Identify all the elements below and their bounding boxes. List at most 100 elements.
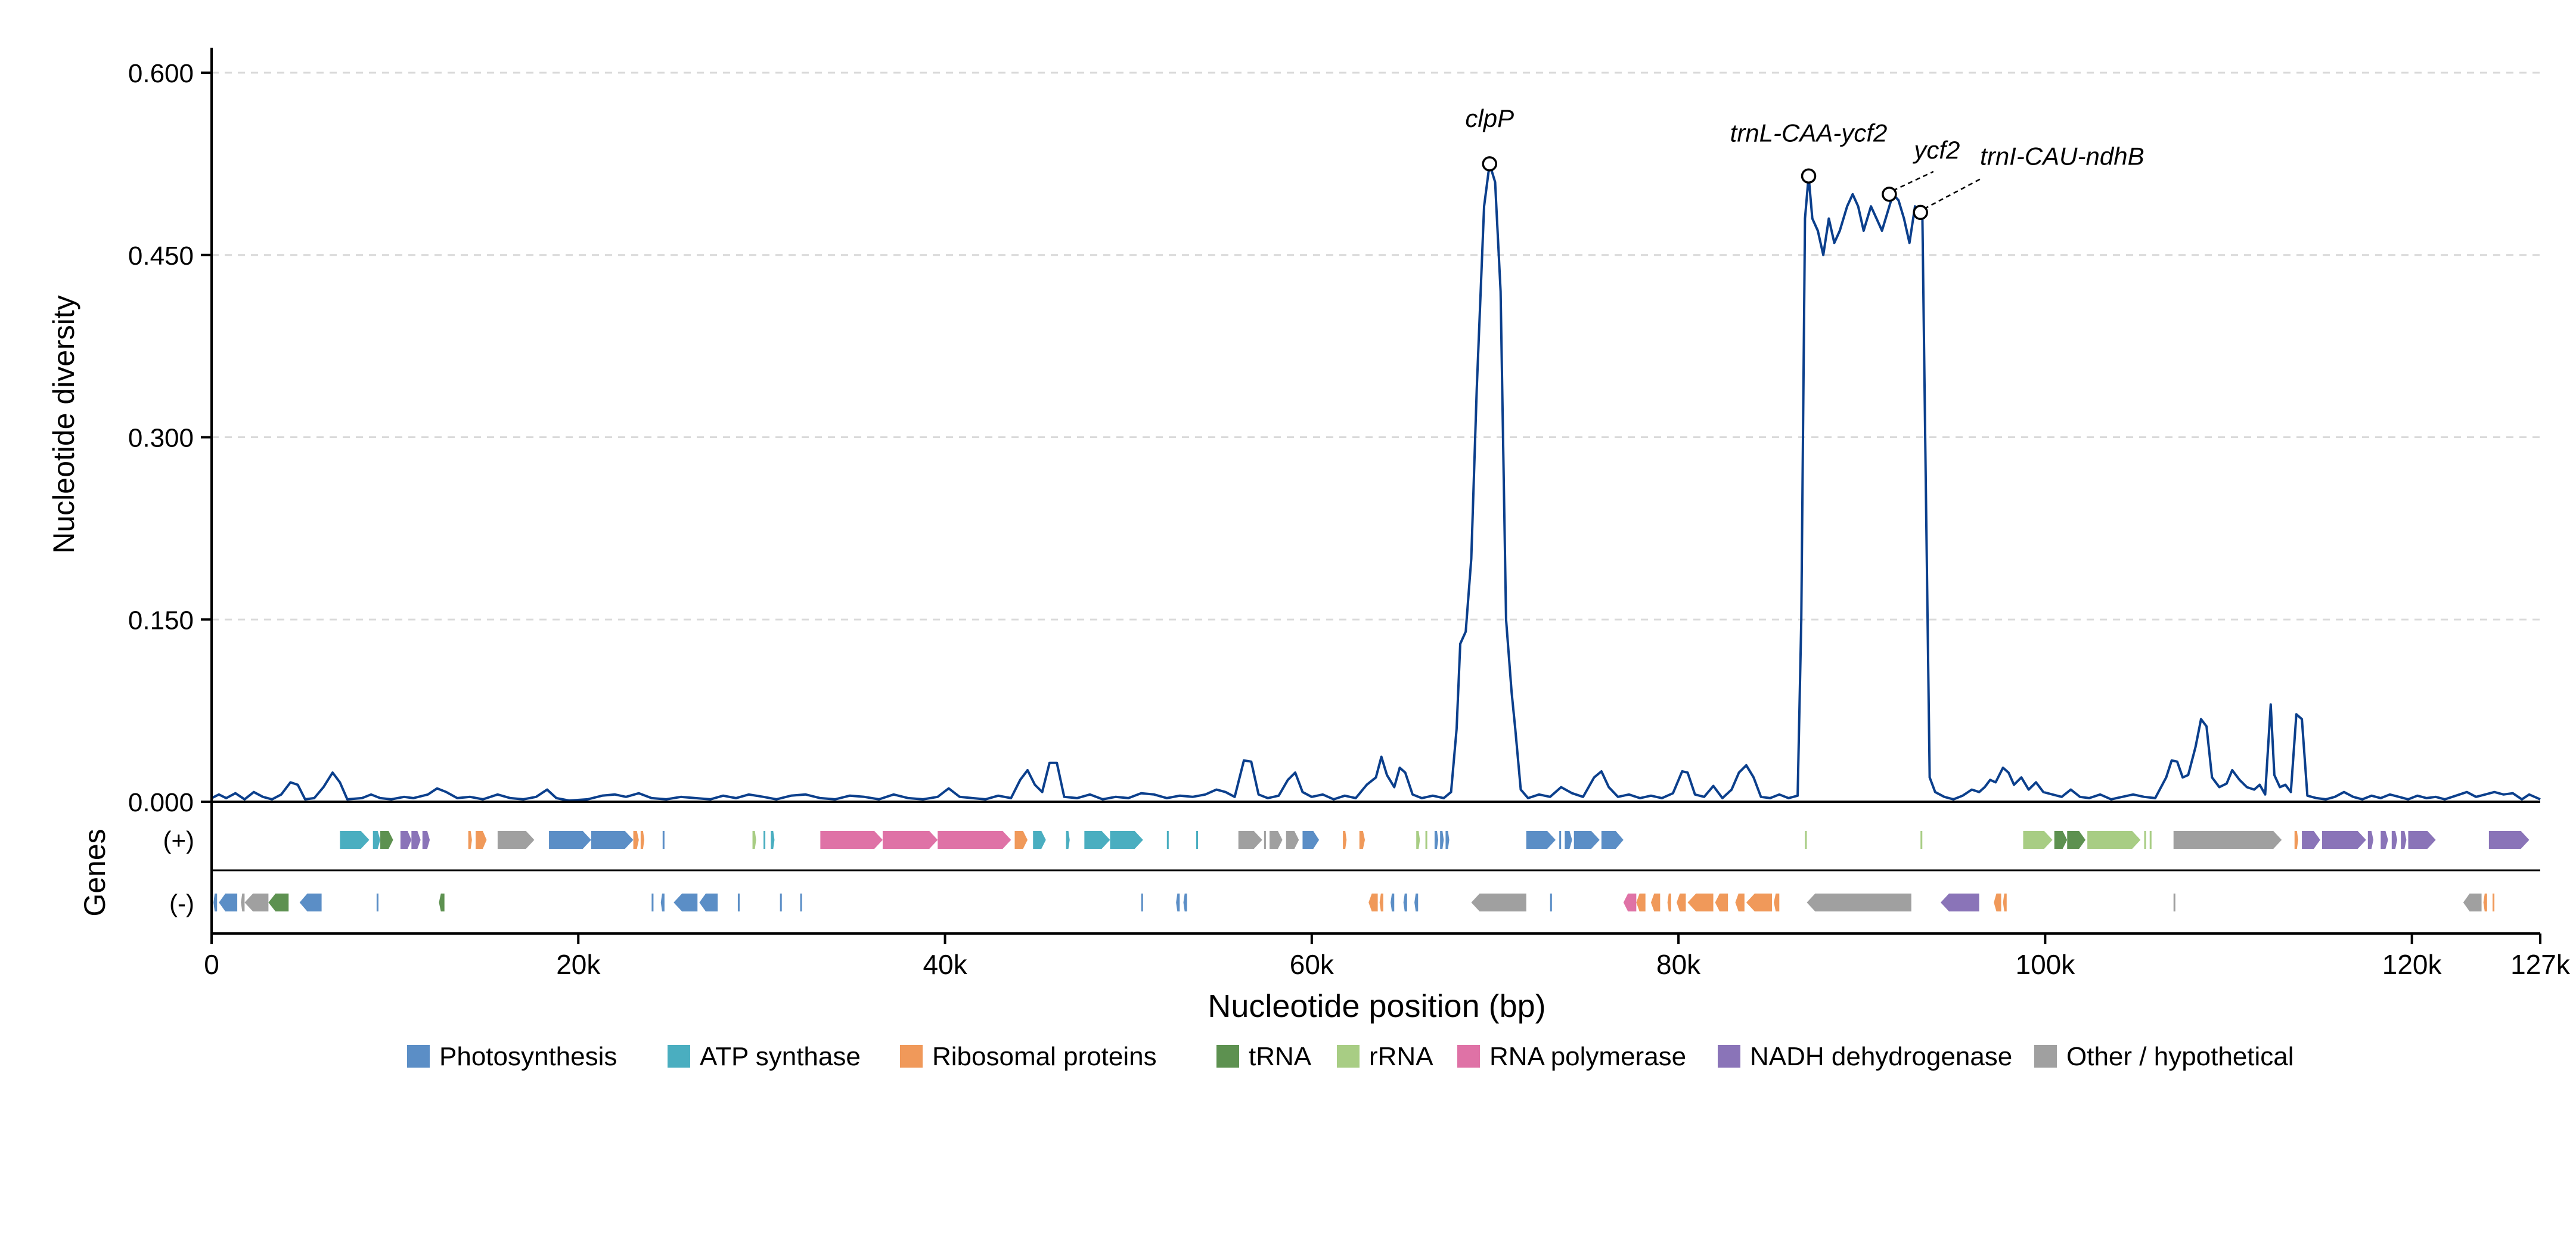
gene-block (1176, 894, 1180, 911)
gene-block (662, 831, 665, 849)
annotation-leader (1923, 177, 1983, 210)
gene-block (1066, 831, 1070, 849)
x-tick-label: 0 (204, 949, 219, 980)
gene-block (1667, 894, 1671, 911)
gene-block (1391, 894, 1395, 911)
legend-swatch (407, 1045, 430, 1068)
gene-block (1302, 831, 1320, 849)
gene-block (1033, 831, 1046, 849)
diversity-line (211, 162, 2541, 802)
gene-block (497, 831, 535, 849)
axes (210, 48, 2540, 935)
gene-block (2493, 894, 2495, 911)
annotation-leader (1892, 170, 1934, 191)
gene-block (1774, 894, 1780, 911)
gene-block (439, 894, 445, 911)
gene-block (1416, 831, 1420, 849)
gene-block (2463, 894, 2482, 911)
gene-block (938, 831, 1011, 849)
legend-label: Other / hypothetical (2066, 1042, 2294, 1071)
diversity-line-group (211, 162, 2541, 802)
gene-block (1920, 831, 1923, 849)
gene-block (2087, 831, 2141, 849)
gene-block (800, 894, 802, 911)
gene-block (2488, 831, 2530, 849)
legend-swatch (1216, 1045, 1239, 1068)
gene-block (674, 894, 698, 911)
legend-label: rRNA (1369, 1042, 1433, 1071)
gene-block (820, 831, 883, 849)
legend-swatch (900, 1045, 923, 1068)
legend-swatch (1718, 1045, 1740, 1068)
gene-block (268, 894, 289, 911)
legend-label: RNA polymerase (1489, 1042, 1686, 1071)
gene-block (1440, 831, 1444, 849)
gene-block (752, 831, 756, 849)
gene-block (1141, 894, 1143, 911)
gene-block (2173, 894, 2175, 911)
gene-block (2003, 894, 2007, 911)
x-tick-label: 100k (2016, 949, 2076, 980)
annotation-marker (1482, 156, 1497, 172)
y-axis-label: Nucleotide diversity (47, 295, 80, 554)
gene-block (1238, 831, 1262, 849)
gene-block (1343, 831, 1347, 849)
y-tick-label: 0.000 (128, 788, 194, 817)
gene-block (1084, 831, 1110, 849)
legend-label: tRNA (1249, 1042, 1312, 1071)
gene-block (780, 894, 782, 911)
gene-block (1623, 894, 1637, 911)
gene-block (1994, 894, 2001, 911)
x-tick-label: 40k (923, 949, 967, 980)
gene-block (1196, 831, 1199, 849)
gene-block (1526, 831, 1556, 849)
gene-block (2149, 831, 2152, 849)
gene-block (2054, 831, 2068, 849)
legend-label: ATP synthase (700, 1042, 861, 1071)
annotation-marker (1801, 168, 1817, 184)
gene-block (2173, 831, 2282, 849)
gene-block (2302, 831, 2320, 849)
gene-block (1183, 894, 1187, 911)
y-ticks: 0.000 0.150 0.300 0.450 0.600 (128, 59, 212, 817)
y-tick-label: 0.300 (128, 424, 194, 453)
gene-block (1414, 894, 1419, 911)
gene-block (380, 831, 393, 849)
gene-block (1264, 831, 1266, 849)
annotation-label: ycf2 (1912, 136, 1960, 164)
gene-block (549, 831, 591, 849)
legend-swatch (1457, 1045, 1480, 1068)
legend-label: Photosynthesis (439, 1042, 617, 1071)
legend-label: Ribosomal proteins (932, 1042, 1157, 1071)
gene-block (2294, 831, 2298, 849)
gene-block (1379, 894, 1383, 911)
gene-block (1110, 831, 1143, 849)
gene-block (213, 894, 218, 911)
gene-block (1805, 831, 1807, 849)
annotation-label: trnI-CAU-ndhB (1980, 142, 2144, 170)
legend-label: NADH dehydrogenase (1750, 1042, 2012, 1071)
gene-block (1941, 894, 1979, 911)
gene-block (633, 831, 639, 849)
gene-block (1687, 894, 1714, 911)
gene-block (475, 831, 487, 849)
gene-block (1445, 831, 1450, 849)
gene-block (1565, 831, 1572, 849)
gene-block (882, 831, 938, 849)
gene-block (1471, 894, 1526, 911)
gene-block (1550, 894, 1552, 911)
gene-block (376, 894, 378, 911)
gene-block (1286, 831, 1299, 849)
gene-block (1573, 831, 1600, 849)
gene-block (1735, 894, 1745, 911)
x-tick-label: 20k (556, 949, 601, 980)
annotation-marker (1882, 187, 1897, 202)
gene-block (1166, 831, 1169, 849)
strand-plus-label: (+) (163, 826, 195, 854)
gene-block (1434, 831, 1439, 849)
x-tick-label: 60k (1290, 949, 1334, 980)
gene-block (1359, 831, 1365, 849)
gene-block (1425, 831, 1427, 849)
gene-block (373, 831, 381, 849)
